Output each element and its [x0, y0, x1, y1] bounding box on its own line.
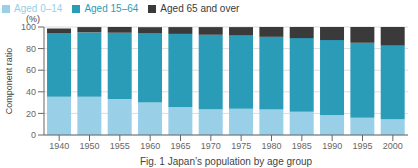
- svg-text:1975: 1975: [231, 141, 251, 151]
- svg-text:1980: 1980: [261, 141, 281, 151]
- html-text:Aged 0–14: Aged 0–14: [14, 3, 63, 14]
- svg-text:1995: 1995: [352, 141, 372, 151]
- svg-text:1955: 1955: [110, 141, 130, 151]
- svg-text:Fig. 1 Japan’s population by a: Fig. 1 Japan’s population by age group: [140, 156, 313, 167]
- svg-text:20: 20: [26, 109, 36, 119]
- svg-text:1950: 1950: [79, 141, 99, 151]
- svg-text:100: 100: [21, 22, 36, 32]
- svg-text:2000: 2000: [383, 141, 403, 151]
- svg-text:1960: 1960: [140, 141, 160, 151]
- svg-text:1990: 1990: [322, 141, 342, 151]
- svg-text:1970: 1970: [201, 141, 221, 151]
- svg-text:60: 60: [26, 65, 36, 75]
- svg-text:0: 0: [31, 130, 36, 140]
- svg-text:80: 80: [26, 44, 36, 54]
- html-text:Aged 65 and over: Aged 65 and over: [160, 3, 240, 14]
- svg-text:40: 40: [26, 87, 36, 97]
- svg-text:1985: 1985: [292, 141, 312, 151]
- svg-text:1965: 1965: [170, 141, 190, 151]
- svg-text:Component ratio: Component ratio: [4, 48, 14, 115]
- html-text:Aged 15–64: Aged 15–64: [84, 3, 139, 14]
- svg-text:1940: 1940: [49, 141, 69, 151]
